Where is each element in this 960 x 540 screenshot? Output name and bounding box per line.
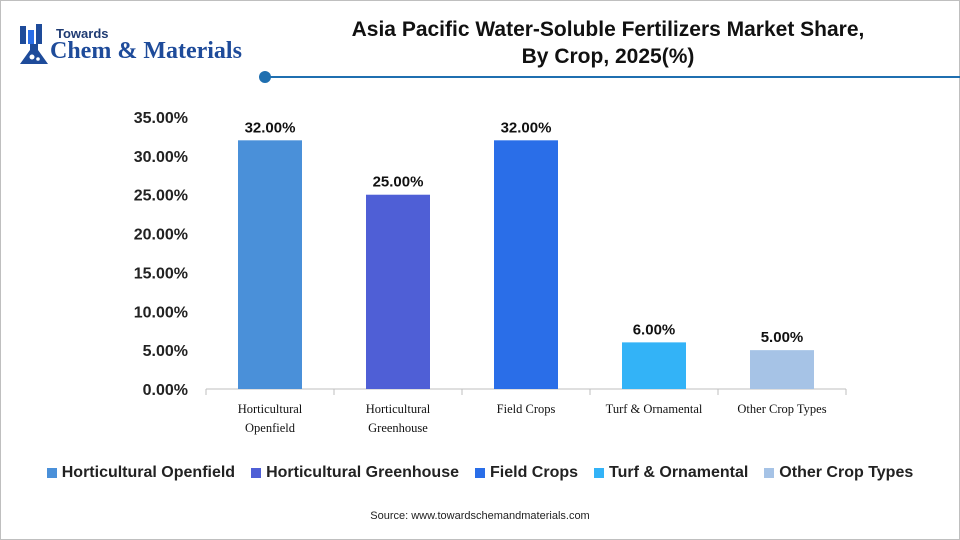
chart-title-line-2: By Crop, 2025(%) bbox=[521, 45, 695, 68]
header-rule-dot bbox=[259, 71, 271, 83]
y-tick-label: 10.00% bbox=[134, 304, 188, 321]
y-tick-label: 5.00% bbox=[143, 343, 188, 360]
bar-chart: 0.00% 5.00% 10.00% 15.00% 20.00% 25.00% 30.00%… bbox=[134, 110, 847, 435]
legend-label: Horticultural Openfield bbox=[61, 464, 236, 481]
legend-item: Field Crops bbox=[475, 464, 578, 482]
legend-swatch bbox=[764, 468, 775, 478]
chart-legend: Horticultural Openfield Horticultural Gre… bbox=[0, 464, 960, 482]
x-tick-label: Horticultural bbox=[366, 402, 431, 416]
bar bbox=[750, 350, 814, 389]
logo-wordmark-top: Towards bbox=[56, 26, 109, 41]
legend-label: Horticultural Greenhouse bbox=[266, 464, 459, 481]
legend-label: Turf & Ornamental bbox=[609, 464, 749, 481]
y-tick-label: 20.00% bbox=[134, 227, 188, 244]
legend-label: Other Crop Types bbox=[779, 464, 914, 481]
data-label: 32.00% bbox=[501, 119, 552, 136]
chart-title: Asia Pacific Water-Soluble Fertilizers M… bbox=[300, 16, 916, 70]
flask-icon bbox=[20, 24, 48, 64]
source-note: Source: www.towardschemandmaterials.com bbox=[370, 510, 590, 522]
x-tick-label: Greenhouse bbox=[368, 421, 428, 435]
legend-item: Turf & Ornamental bbox=[594, 464, 748, 482]
bar bbox=[366, 194, 430, 389]
brand-logo: Towards Chem & Materials bbox=[14, 14, 264, 74]
logo-wordmark-bottom: Chem & Materials bbox=[50, 38, 242, 64]
x-tick-label: Field Crops bbox=[497, 402, 556, 416]
data-label: 6.00% bbox=[633, 321, 676, 338]
data-label: 32.00% bbox=[245, 119, 296, 136]
bar bbox=[494, 140, 558, 389]
y-tick-label: 35.00% bbox=[134, 110, 188, 127]
x-tick-label: Openfield bbox=[245, 421, 296, 435]
legend-label: Field Crops bbox=[490, 464, 579, 481]
data-label: 5.00% bbox=[761, 329, 804, 346]
header-rule bbox=[270, 76, 960, 78]
y-tick-label: 15.00% bbox=[134, 265, 188, 282]
bar bbox=[238, 140, 302, 389]
chart-title-line-1: Asia Pacific Water-Soluble Fertilizers M… bbox=[351, 18, 865, 41]
x-tick-label: Horticultural bbox=[238, 402, 303, 416]
legend-item: Horticultural Greenhouse bbox=[251, 464, 459, 482]
legend-item: Horticultural Openfield bbox=[46, 464, 236, 482]
y-tick-label: 30.00% bbox=[134, 149, 188, 166]
legend-swatch bbox=[251, 468, 262, 478]
x-tick-label: Turf & Ornamental bbox=[606, 402, 703, 416]
x-tick-label: Other Crop Types bbox=[737, 402, 826, 416]
legend-swatch bbox=[46, 468, 57, 478]
bar bbox=[622, 342, 686, 389]
data-label: 25.00% bbox=[373, 174, 424, 191]
legend-item: Other Crop Types bbox=[764, 464, 913, 482]
y-tick-label: 25.00% bbox=[134, 188, 188, 205]
legend-swatch bbox=[475, 468, 485, 478]
y-tick-label: 0.00% bbox=[143, 382, 188, 399]
legend-swatch bbox=[594, 468, 605, 478]
